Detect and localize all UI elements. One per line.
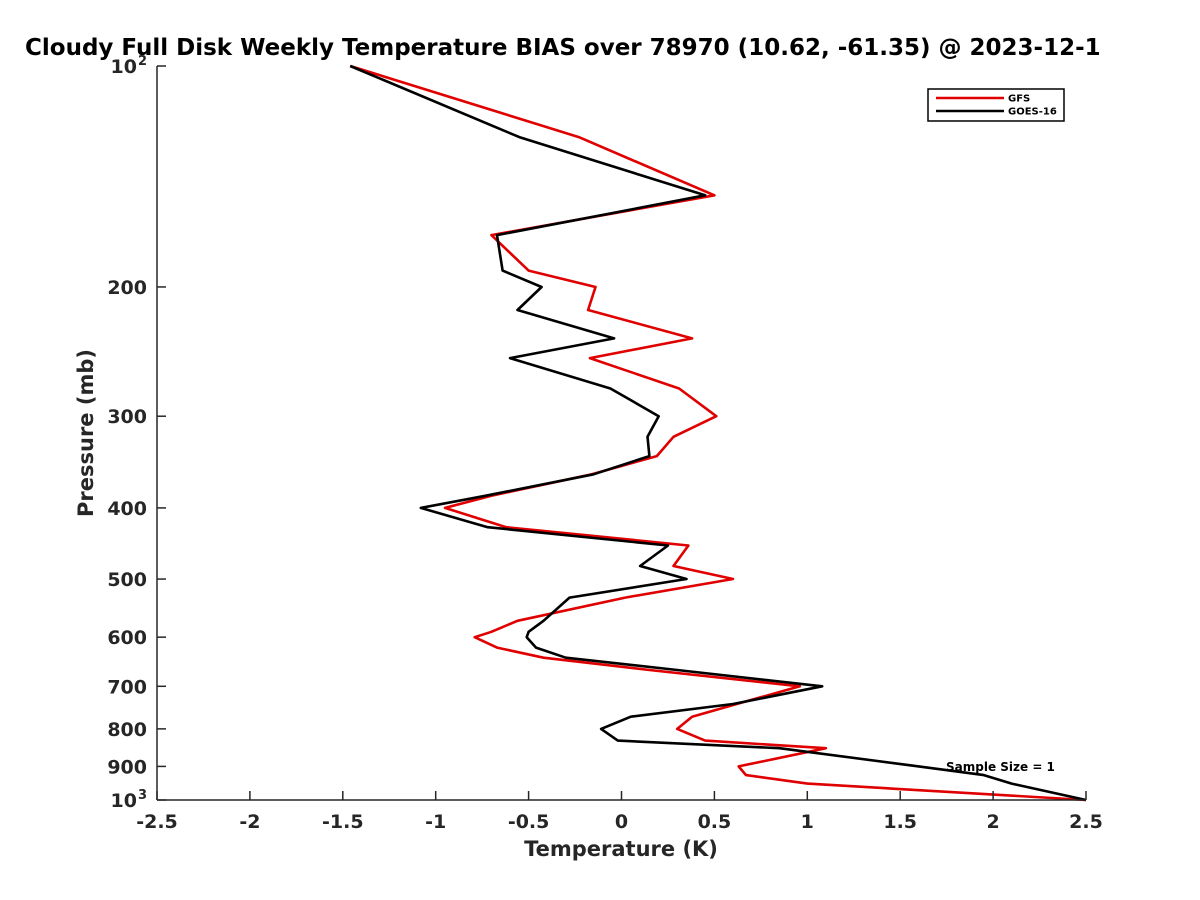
y-tick-label: 10 xyxy=(111,790,137,812)
y-tick-label: 200 xyxy=(107,277,147,299)
y-tick-label: 10 xyxy=(111,56,137,78)
y-tick-label: 800 xyxy=(107,719,147,741)
plot-lines xyxy=(349,64,1087,802)
legend-box xyxy=(927,88,1065,122)
x-tick-label: 2 xyxy=(986,811,999,833)
legend: GFS GOES-16 xyxy=(927,88,1065,122)
x-axis-label: Temperature (K) xyxy=(524,837,718,861)
x-tick-label: -2.5 xyxy=(136,811,178,833)
y-tick-label: 900 xyxy=(107,756,147,778)
chart-title: Cloudy Full Disk Weekly Temperature BIAS… xyxy=(25,35,1101,61)
y-tick-exponent: 2 xyxy=(138,54,147,69)
x-ticks: -2.5 -2 -1.5 -1 -0.5 0 0.5 1 1.5 2 2.5 xyxy=(136,791,1103,833)
x-tick-label: 1.5 xyxy=(883,811,917,833)
x-tick-label: -1 xyxy=(425,811,446,833)
x-tick-label: 2.5 xyxy=(1069,811,1103,833)
x-tick-label: 0.5 xyxy=(698,811,732,833)
sample-size-annotation: Sample Size = 1 xyxy=(946,760,1055,774)
y-tick-label: 400 xyxy=(107,498,147,520)
y-tick-label: 300 xyxy=(107,406,147,428)
y-tick-label: 600 xyxy=(107,627,147,649)
x-tick-label: -0.5 xyxy=(508,811,550,833)
x-tick-label: 1 xyxy=(801,811,814,833)
series-line-goes-16 xyxy=(349,64,1087,802)
x-tick-label: -1.5 xyxy=(322,811,364,833)
legend-label: GFS xyxy=(1008,94,1030,105)
x-tick-label: -2 xyxy=(239,811,260,833)
series-line-gfs xyxy=(349,64,1087,802)
y-tick-label: 700 xyxy=(107,676,147,698)
y-axis-label: Pressure (mb) xyxy=(74,349,98,517)
legend-label: GOES-16 xyxy=(1008,107,1057,118)
x-tick-label: 0 xyxy=(615,811,628,833)
y-tick-label: 500 xyxy=(107,569,147,591)
axes xyxy=(156,66,1086,801)
y-tick-exponent: 3 xyxy=(138,788,147,803)
